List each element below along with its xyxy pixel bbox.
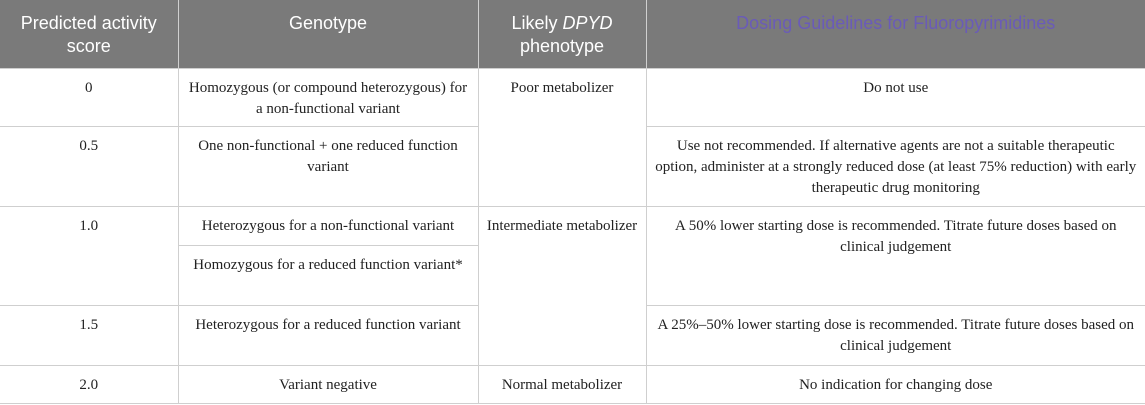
genotype-cell: Heterozygous for a reduced function vari… <box>177 305 479 366</box>
score-cell: 2.0 <box>0 365 179 404</box>
genotype-cell: Heterozygous for a non-functional varian… <box>177 206 479 246</box>
header-genotype: Genotype <box>177 0 478 69</box>
dosing-cell: A 50% lower starting dose is recommended… <box>645 206 1145 306</box>
table-row: 1.0 Heterozygous for a non-functional va… <box>0 206 1145 366</box>
header-dosing-guidelines: Dosing Guidelines for Fluoropyrimidines <box>645 0 1145 69</box>
phenotype-cell: Intermediate metabolizer <box>477 206 647 366</box>
dosing-cell: A 25%–50% lower starting dose is recomme… <box>645 305 1145 366</box>
genotype-cell: Variant negative <box>177 365 479 404</box>
phenotype-cell: Normal metabolizer <box>477 365 647 404</box>
table-row: 0 Homozygous (or compound heterozygous) … <box>0 68 1145 207</box>
score-cell: 0 <box>0 68 179 127</box>
header-row: Predicted activity score Genotype Likely… <box>0 0 1145 69</box>
table-row: 1.5 Heterozygous for a reduced function … <box>0 305 1145 366</box>
dosing-cell: Do not use <box>645 68 1145 127</box>
phenotype-cell: Poor metabolizer <box>477 68 647 207</box>
score-cell: 1.0 <box>0 206 179 306</box>
genotype-cell: Homozygous (or compound heterozygous) fo… <box>177 68 479 127</box>
score-cell: 1.5 <box>0 305 179 366</box>
table-row: 2.0 Variant negative Normal metabolizer … <box>0 365 1145 404</box>
header-phenotype-suffix: phenotype <box>519 36 605 56</box>
dosing-cell: No indication for changing dose <box>645 365 1145 404</box>
dosing-cell: Use not recommended. If alternative agen… <box>645 126 1145 207</box>
score-cell: 0.5 <box>0 126 179 207</box>
genotype-cell: Homozygous for a reduced function varian… <box>178 245 478 306</box>
header-predicted-activity-score: Predicted activity score <box>0 0 178 69</box>
header-phenotype-gene: DPYD <box>562 13 613 33</box>
genotype-cell: One non-functional + one reduced functio… <box>177 126 479 207</box>
header-likely-dpyd-phenotype: Likely DPYD phenotype <box>477 0 646 69</box>
header-phenotype-prefix: Likely <box>511 13 563 33</box>
